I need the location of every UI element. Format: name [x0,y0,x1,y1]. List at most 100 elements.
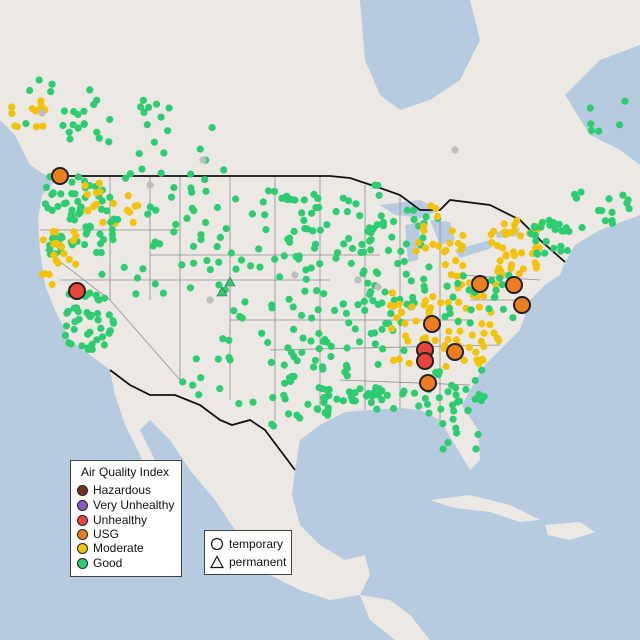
good-monitor[interactable] [487,276,496,284]
good-monitor[interactable] [95,296,103,304]
moderate-monitor[interactable] [475,359,483,367]
moderate-monitor[interactable] [389,356,398,364]
good-monitor[interactable] [74,173,82,181]
good-monitor[interactable] [93,336,101,344]
good-monitor[interactable] [341,368,349,376]
good-monitor[interactable] [374,181,382,190]
moderate-monitor[interactable] [490,329,498,337]
good-monitor[interactable] [109,236,117,244]
good-monitor[interactable] [462,385,470,394]
moderate-monitor[interactable] [8,103,16,111]
good-monitor[interactable] [227,249,235,257]
good-monitor[interactable] [409,293,417,301]
good-monitor[interactable] [327,342,335,350]
good-monitor[interactable] [527,230,535,238]
good-monitor[interactable] [151,280,159,288]
good-monitor[interactable] [59,121,67,130]
usg-monitor-highlight[interactable] [419,374,437,392]
good-monitor[interactable] [467,306,475,314]
good-monitor[interactable] [531,224,539,232]
good-monitor[interactable] [331,306,339,315]
good-monitor[interactable] [232,195,240,203]
good-monitor[interactable] [578,223,586,232]
good-monitor[interactable] [69,190,77,198]
good-monitor[interactable] [367,246,375,254]
good-monitor[interactable] [192,355,200,363]
good-monitor[interactable] [383,391,391,399]
good-monitor[interactable] [84,345,92,353]
good-monitor[interactable] [415,402,423,410]
good-monitor[interactable] [372,384,380,392]
good-monitor[interactable] [378,299,386,307]
good-monitor[interactable] [247,262,255,270]
good-monitor[interactable] [359,248,368,256]
good-monitor[interactable] [70,108,78,116]
good-monitor[interactable] [178,261,186,269]
moderate-monitor[interactable] [459,262,467,270]
good-monitor[interactable] [452,391,460,399]
good-monitor[interactable] [41,200,50,208]
good-monitor[interactable] [339,300,347,308]
good-monitor[interactable] [491,293,499,301]
good-monitor[interactable] [144,210,152,218]
good-monitor[interactable] [323,221,331,229]
good-monitor[interactable] [157,169,165,177]
unhealthy-monitor-highlight[interactable] [68,282,86,300]
good-monitor[interactable] [390,404,398,413]
moderate-monitor[interactable] [453,272,461,280]
good-monitor[interactable] [397,247,405,255]
good-monitor[interactable] [220,166,228,174]
good-monitor[interactable] [356,385,364,393]
good-monitor[interactable] [152,100,161,108]
good-monitor[interactable] [449,293,457,301]
good-monitor[interactable] [355,338,364,346]
good-monitor[interactable] [369,297,377,305]
moderate-monitor[interactable] [8,109,16,118]
moderate-monitor[interactable] [95,179,103,187]
good-monitor[interactable] [170,184,178,192]
good-monitor[interactable] [332,208,340,216]
moderate-monitor[interactable] [447,271,455,279]
good-monitor[interactable] [379,222,387,230]
good-monitor[interactable] [616,121,624,129]
moderate-monitor[interactable] [414,239,422,247]
moderate-monitor[interactable] [454,239,462,247]
moderate-monitor[interactable] [408,303,416,311]
good-monitor[interactable] [419,234,427,242]
good-monitor[interactable] [86,328,94,336]
good-monitor[interactable] [423,400,432,408]
good-monitor[interactable] [550,219,558,227]
good-monitor[interactable] [422,213,430,221]
good-monitor[interactable] [339,194,347,202]
good-monitor[interactable] [410,215,418,224]
good-monitor[interactable] [189,381,197,389]
good-monitor[interactable] [325,385,333,394]
good-monitor[interactable] [550,244,558,252]
good-monitor[interactable] [410,389,419,397]
good-monitor[interactable] [222,225,230,233]
usg-monitor-highlight[interactable] [446,343,464,361]
good-monitor[interactable] [93,128,101,136]
good-monitor[interactable] [94,316,102,324]
good-monitor[interactable] [311,240,320,248]
good-monitor[interactable] [471,376,479,385]
good-monitor[interactable] [445,304,454,312]
good-monitor[interactable] [352,200,360,208]
good-monitor[interactable] [92,248,101,257]
good-monitor[interactable] [301,287,309,295]
good-monitor[interactable] [364,279,372,287]
good-monitor[interactable] [105,329,113,337]
good-monitor[interactable] [441,313,449,321]
moderate-monitor[interactable] [126,208,134,216]
moderate-monitor[interactable] [93,200,101,208]
good-monitor[interactable] [601,217,610,225]
good-monitor[interactable] [276,273,284,281]
moderate-monitor[interactable] [52,228,60,236]
good-monitor[interactable] [268,301,276,309]
good-monitor[interactable] [360,267,368,275]
good-monitor[interactable] [378,325,386,333]
moderate-monitor[interactable] [84,206,92,214]
usg-monitor-highlight[interactable] [505,276,523,294]
good-monitor[interactable] [106,115,114,124]
good-monitor[interactable] [100,294,109,302]
